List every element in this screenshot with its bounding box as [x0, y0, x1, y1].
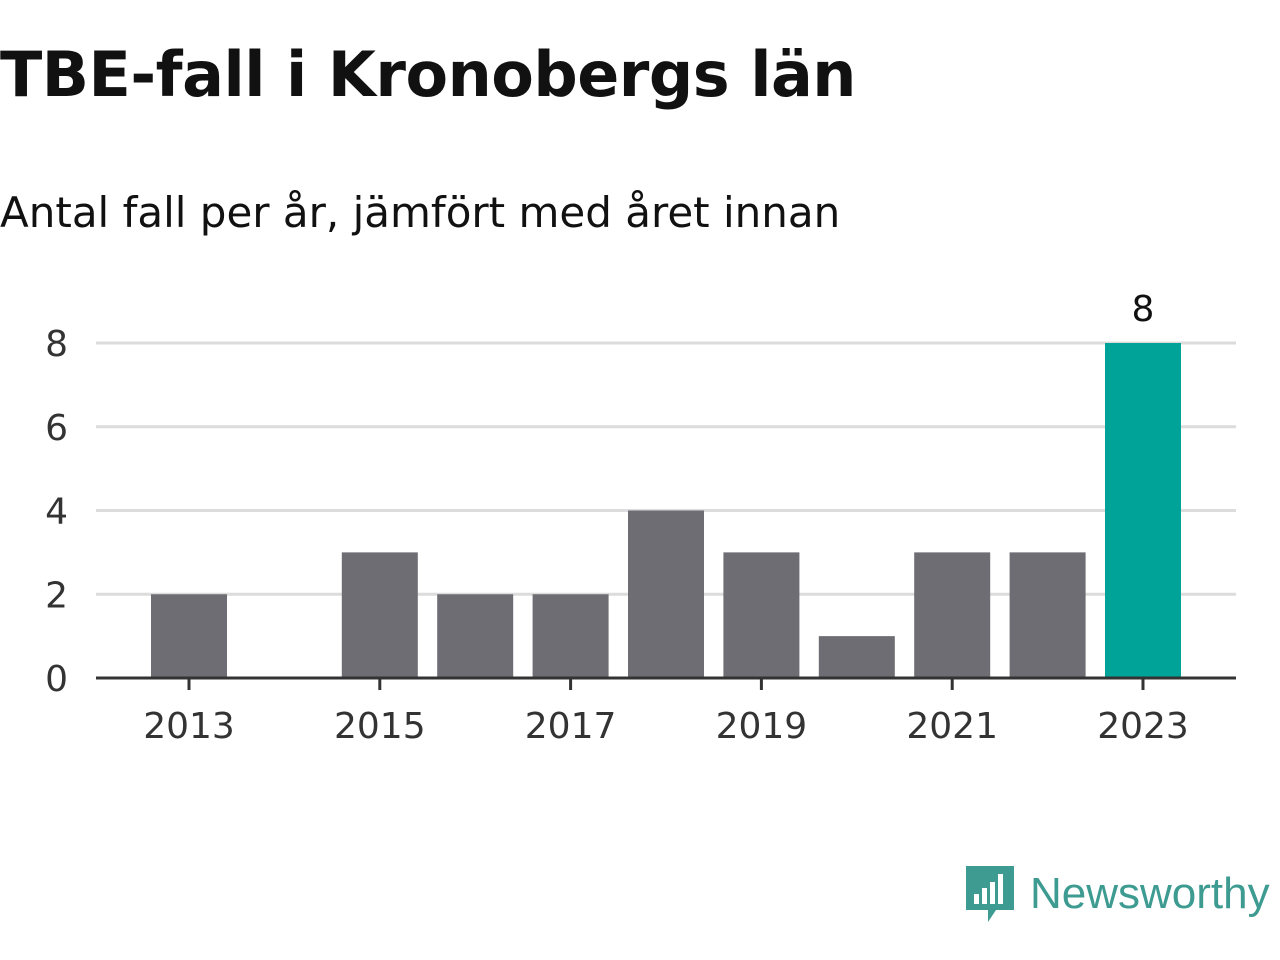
bar-2015: [341, 552, 418, 678]
newsworthy-wordmark: Newsworthy: [1030, 869, 1270, 918]
x-tick-label: 2021: [906, 706, 998, 740]
bar-2019: [723, 552, 800, 678]
x-tick-label: 2023: [1097, 706, 1189, 740]
bar-2016: [437, 594, 514, 678]
x-tick-label: 2015: [334, 706, 426, 740]
x-tick-label: 2013: [143, 706, 235, 740]
y-tick-label: 8: [45, 324, 68, 365]
newsworthy-logo: Newsworthy: [964, 862, 1270, 926]
axes: [96, 676, 1236, 690]
bar-2013: [151, 594, 227, 678]
y-tick-label: 2: [45, 575, 68, 616]
bar-2018: [628, 510, 704, 678]
chart-title: TBE-fall i Kronobergs län: [0, 38, 856, 111]
bar-2020: [818, 636, 895, 678]
bar-2023: [1105, 343, 1181, 678]
bar-2022: [1009, 552, 1086, 678]
bar-2017: [532, 594, 609, 678]
newsworthy-logo-icon: [966, 866, 1014, 922]
bars: [151, 343, 1181, 678]
data-label: 8: [1132, 289, 1155, 330]
x-tick-label: 2019: [716, 706, 808, 740]
bar-chart: 0 2 4 6 8 8 2013 2015 2017 2019 2021 2023: [45, 289, 1236, 740]
chart-subtitle: Antal fall per år, jämfört med året inna…: [0, 188, 841, 237]
y-tick-label: 0: [45, 659, 68, 700]
y-tick-label: 4: [45, 492, 68, 533]
x-tick-label: 2017: [525, 706, 617, 740]
y-tick-label: 6: [45, 408, 68, 449]
labels: 0 2 4 6 8 8 2013 2015 2017 2019 2021 2023: [45, 289, 1189, 740]
bar-2021: [914, 552, 991, 678]
